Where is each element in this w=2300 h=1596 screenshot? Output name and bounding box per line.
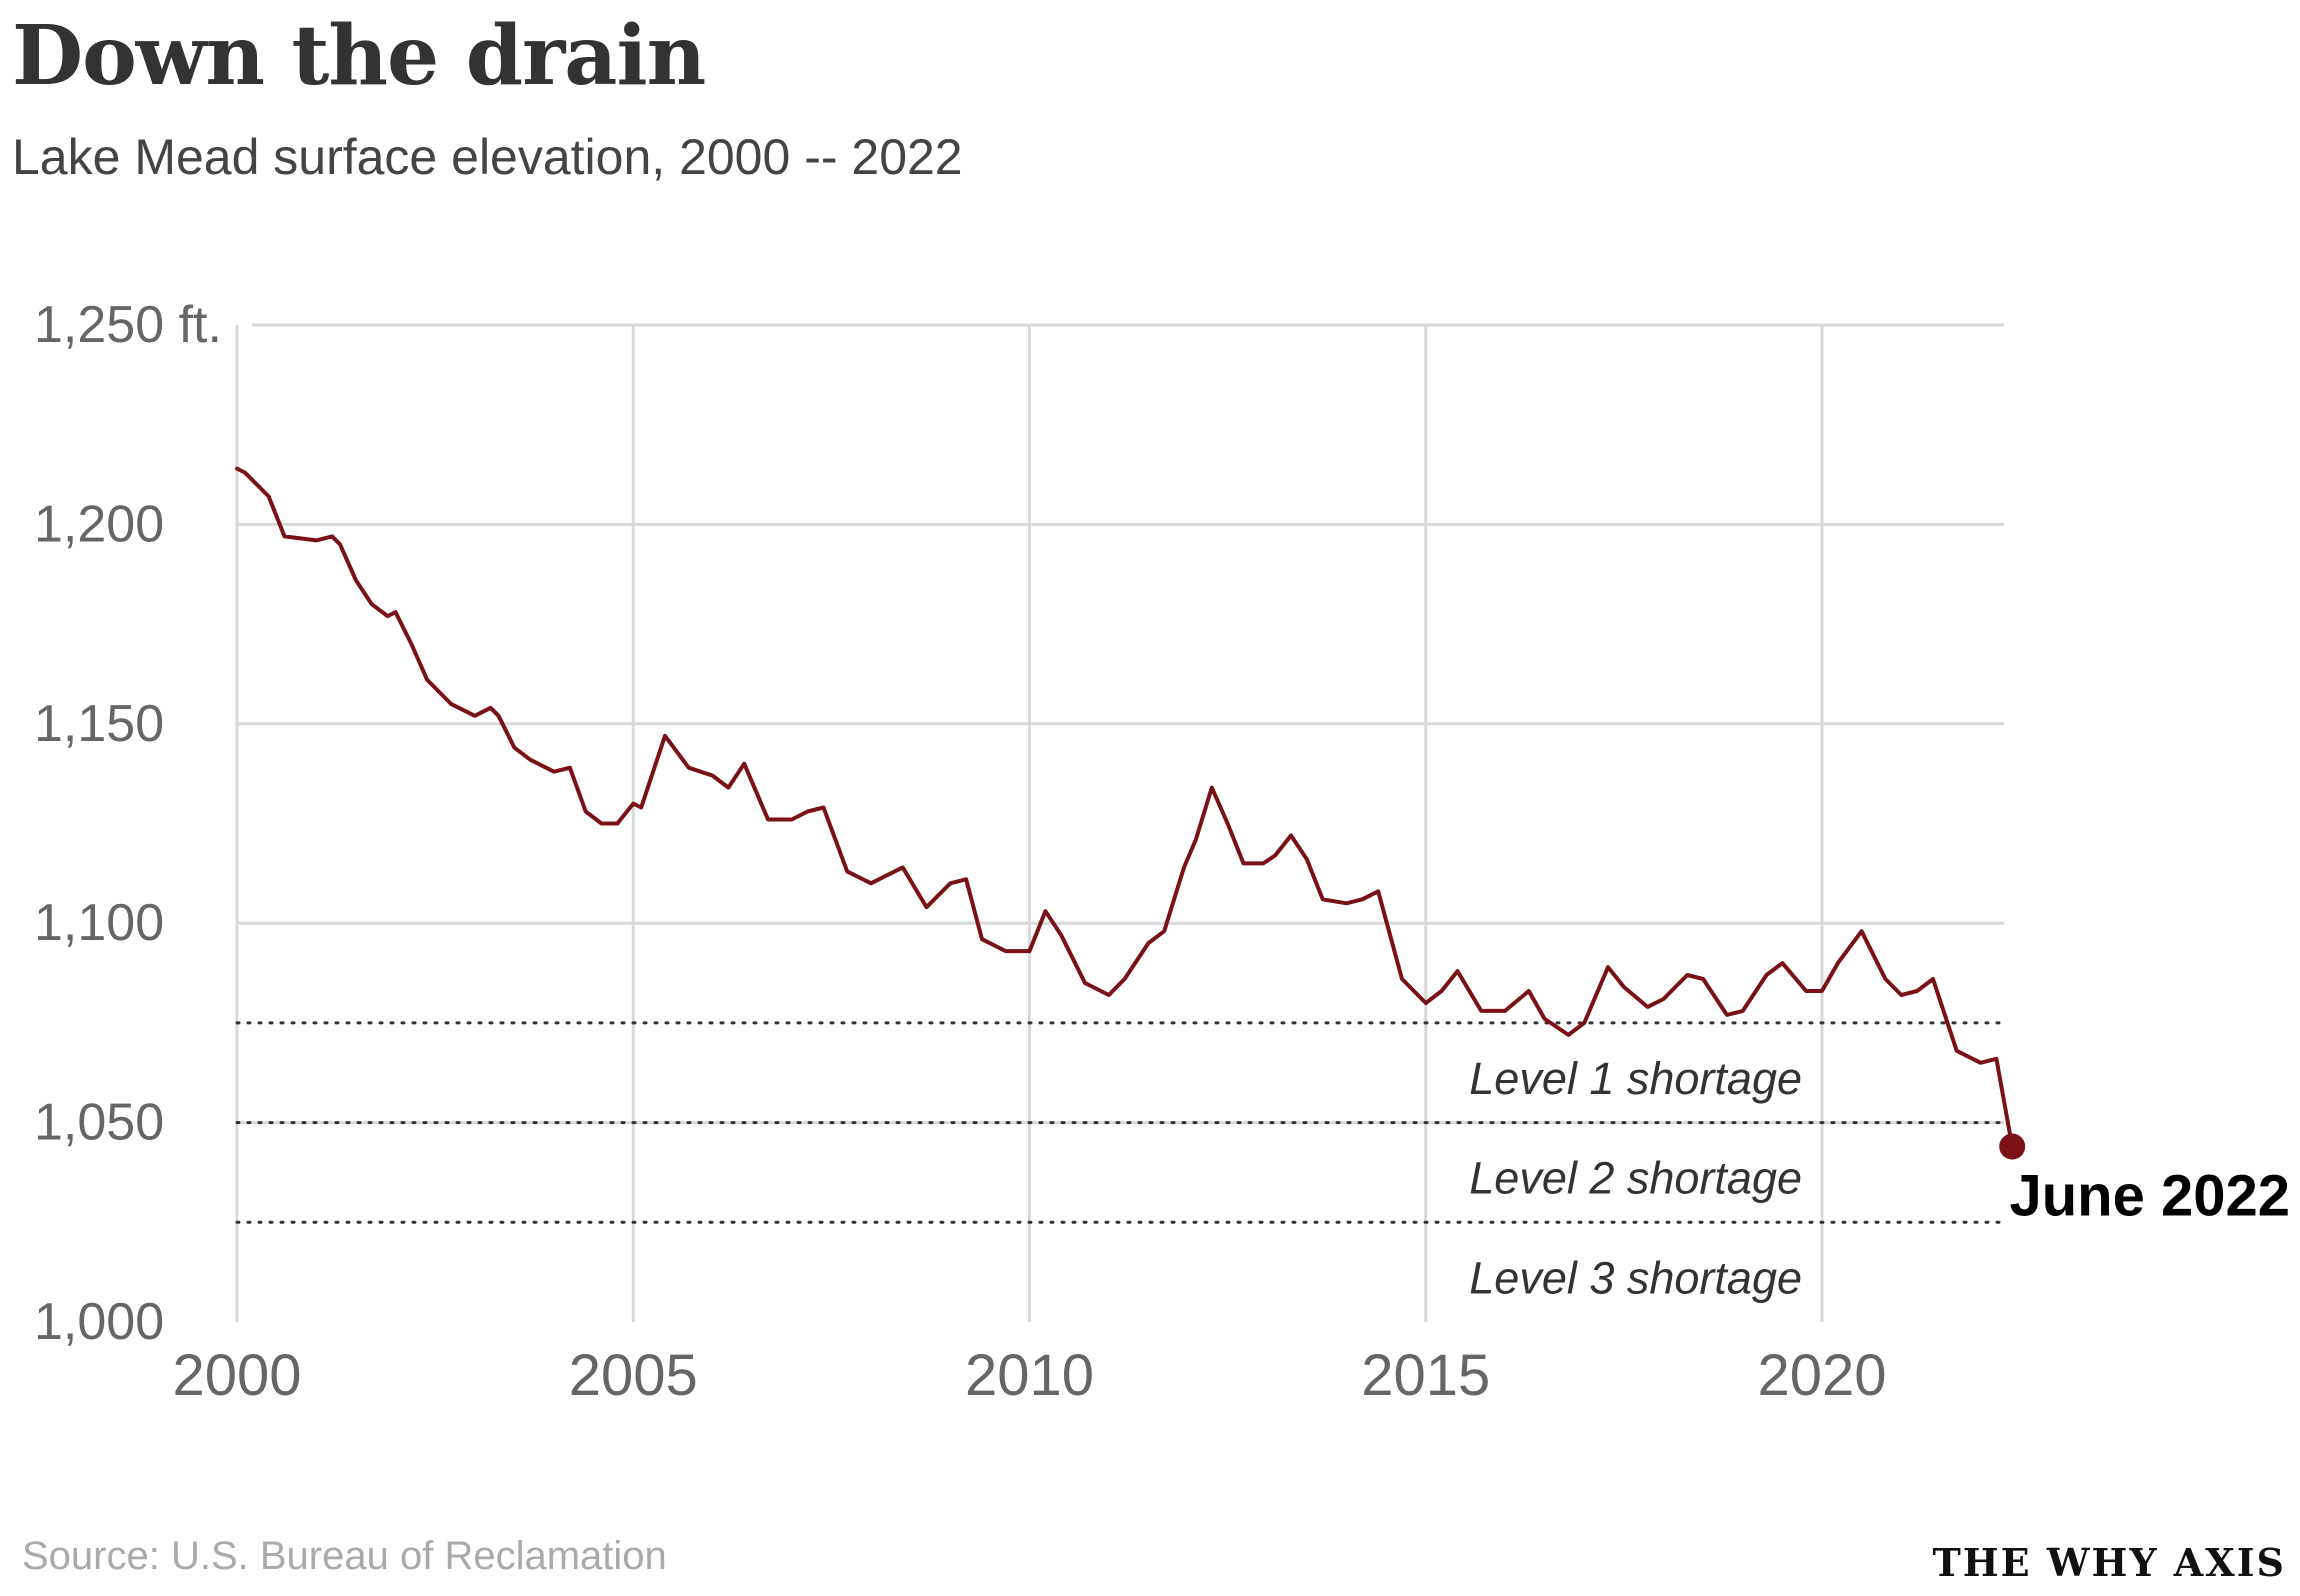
shortage-threshold-label: Level 1 shortage xyxy=(1469,1053,1802,1104)
x-tick-label: 2020 xyxy=(1757,1343,1886,1408)
june-2022-label: June 2022 xyxy=(2009,1164,2290,1229)
x-tick-label: 2000 xyxy=(172,1343,301,1408)
brand-logo-text: THE WHY AXIS xyxy=(1932,1540,2286,1585)
y-tick-label: 1,150 xyxy=(34,695,164,753)
threshold-layer: Level 1 shortage Level 2 shortage Level 3 … xyxy=(235,1021,2006,1303)
y-tick-label: 1,000 xyxy=(34,1293,164,1351)
shortage-threshold-label: Level 3 shortage xyxy=(1469,1252,1802,1303)
source-note: Source: U.S. Bureau of Reclamation xyxy=(22,1534,667,1578)
elevation-series-line xyxy=(235,466,2015,1149)
grid-layer xyxy=(235,323,2004,1322)
x-tick-label: 2010 xyxy=(965,1343,1094,1408)
chart-subtitle: Lake Mead surface elevation, 2000 -- 202… xyxy=(12,129,963,185)
y-tick-label: 1,100 xyxy=(34,894,164,952)
june-2022-point xyxy=(1999,1133,2026,1160)
shortage-threshold-label: Level 2 shortage xyxy=(1469,1153,1802,1204)
point-layer: June 2022 xyxy=(1999,1133,2290,1229)
y-tick-label: 1,050 xyxy=(34,1094,164,1152)
chart-title: Down the drain xyxy=(12,8,706,104)
axis-layer: 1,000 1,050 1,100 1,150 1,200 1,250 ft. 2000 20… xyxy=(34,296,1887,1408)
y-tick-label: 1,250 ft. xyxy=(34,296,222,354)
y-tick-label: 1,200 xyxy=(34,495,164,553)
x-tick-label: 2015 xyxy=(1361,1343,1490,1408)
x-tick-label: 2005 xyxy=(569,1343,698,1408)
line-layer xyxy=(235,466,2015,1149)
